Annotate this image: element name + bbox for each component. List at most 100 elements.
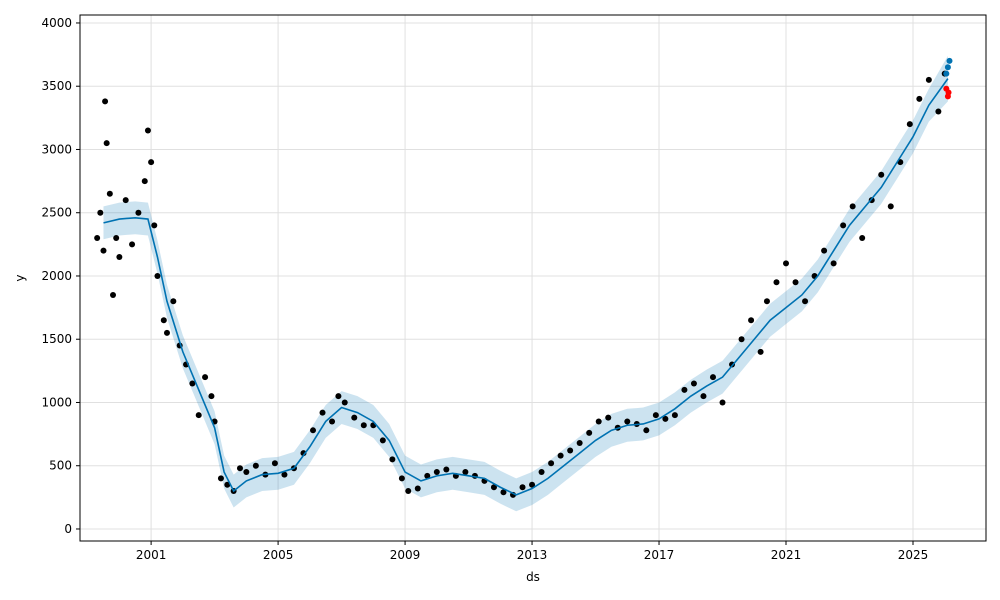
data-point (281, 471, 288, 478)
data-point (116, 254, 123, 261)
data-point (160, 317, 167, 324)
data-point (252, 462, 259, 469)
data-point (719, 399, 726, 406)
data-point (405, 488, 412, 495)
data-point (224, 481, 231, 488)
x-tick-label: 2001 (136, 548, 167, 562)
data-point (802, 298, 809, 305)
data-point (94, 235, 101, 242)
data-point (351, 414, 358, 421)
x-tick-label: 2017 (644, 548, 675, 562)
data-point (500, 489, 507, 496)
data-point (519, 484, 526, 491)
data-point (925, 76, 932, 83)
data-point (576, 439, 583, 446)
data-point (144, 127, 151, 134)
data-point (151, 222, 158, 229)
data-point (946, 57, 953, 64)
data-point (141, 178, 148, 185)
data-point (662, 415, 669, 422)
data-point (935, 108, 942, 115)
data-point (605, 414, 612, 421)
data-point (389, 456, 396, 463)
data-point (154, 272, 161, 279)
data-point (424, 472, 431, 479)
data-point (859, 235, 866, 242)
data-point (557, 452, 564, 459)
data-point (830, 260, 837, 267)
data-point (443, 466, 450, 473)
y-tick-label: 0 (64, 522, 72, 536)
data-point (163, 329, 170, 336)
data-point (462, 469, 469, 476)
x-tick-label: 2005 (263, 548, 294, 562)
data-point (341, 399, 348, 406)
data-point (271, 460, 278, 467)
data-point (709, 374, 716, 381)
data-point (310, 427, 317, 434)
forecast-line (103, 78, 949, 496)
y-tick-label: 3000 (41, 142, 72, 156)
data-point (433, 469, 440, 476)
data-point (129, 241, 136, 248)
data-point (106, 190, 113, 197)
x-tick-label: 2021 (771, 548, 802, 562)
y-tick-label: 2000 (41, 269, 72, 283)
data-point (624, 418, 631, 425)
data-point (135, 209, 142, 216)
plot-frame (79, 14, 987, 542)
data-point (690, 380, 697, 387)
data-point (821, 247, 828, 254)
x-tick-label: 2013 (517, 548, 548, 562)
data-point (103, 140, 110, 147)
data-point (792, 279, 799, 286)
data-point (763, 298, 770, 305)
data-point (360, 422, 367, 429)
data-point (586, 429, 593, 436)
data-point (148, 159, 155, 166)
data-point (202, 374, 209, 381)
data-point (110, 291, 117, 298)
data-point (113, 235, 120, 242)
data-point (398, 475, 405, 482)
data-point (748, 317, 755, 324)
y-tick-label: 1500 (41, 332, 72, 346)
data-point (335, 393, 342, 400)
data-point (243, 469, 250, 476)
data-point (849, 203, 856, 210)
y-tick-label: 500 (49, 459, 72, 473)
data-point (944, 64, 951, 71)
data-point (595, 418, 602, 425)
data-point (652, 412, 659, 419)
data-point (319, 409, 326, 416)
data-point (916, 95, 923, 102)
x-tick-label: 2009 (390, 548, 421, 562)
data-point (236, 465, 243, 472)
data-point (945, 89, 952, 96)
data-point (548, 460, 555, 467)
data-point (122, 197, 129, 204)
data-point (97, 209, 104, 216)
data-point (490, 484, 497, 491)
data-point (529, 481, 536, 488)
data-point (195, 412, 202, 419)
data-point (943, 70, 950, 77)
y-tick-label: 1000 (41, 395, 72, 409)
data-point (906, 121, 913, 128)
data-point (700, 393, 707, 400)
data-point (567, 447, 574, 454)
data-point (217, 475, 224, 482)
data-point (100, 247, 107, 254)
data-point (538, 469, 545, 476)
data-point (757, 348, 764, 355)
y-tick-label: 3500 (41, 79, 72, 93)
x-axis-label: ds (526, 570, 540, 584)
data-point (379, 437, 386, 444)
data-point (329, 418, 336, 425)
data-point (773, 279, 780, 286)
data-point (681, 386, 688, 393)
data-point (878, 171, 885, 178)
data-point (102, 98, 109, 105)
